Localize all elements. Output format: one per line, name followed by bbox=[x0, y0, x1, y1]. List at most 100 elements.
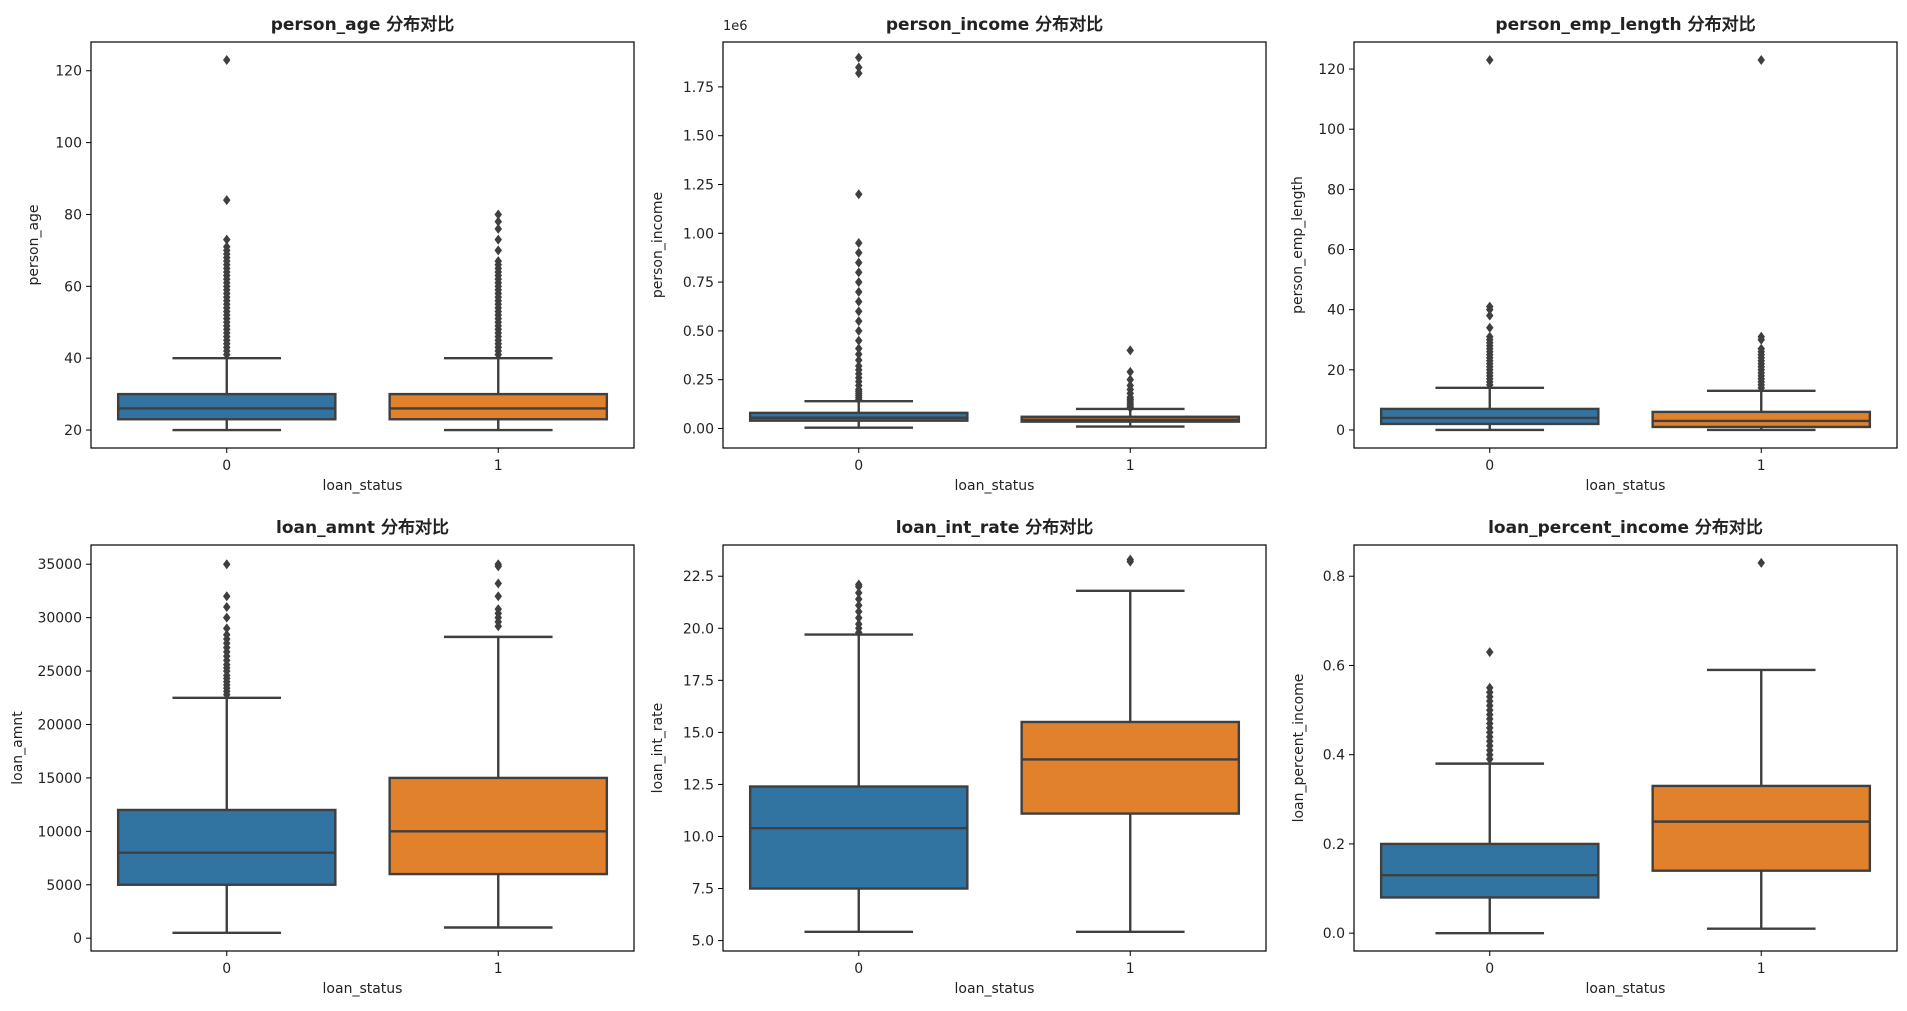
outlier-point bbox=[855, 355, 863, 366]
axes-frame bbox=[1353, 41, 1898, 449]
x-axis-label: loan_status bbox=[955, 478, 1035, 494]
box-iqr bbox=[116, 808, 337, 886]
outlier-point bbox=[1486, 322, 1494, 333]
subplot-person_income: person_income 分布对比 0.00 0.25 0.50 0.75 1.00 1.… bbox=[650, 14, 1267, 494]
y-tick-label: 0.4 bbox=[1323, 748, 1345, 764]
outlier-point bbox=[1126, 345, 1134, 356]
y-tick-label: 100 bbox=[55, 136, 82, 152]
box-iqr bbox=[1020, 720, 1241, 815]
outlier-point bbox=[223, 601, 231, 612]
y-tick-label: 40 bbox=[1327, 303, 1345, 319]
y-tick-label: 120 bbox=[1318, 62, 1345, 78]
outlier-point bbox=[1757, 557, 1765, 568]
y-axis-label: person_income bbox=[650, 192, 666, 298]
x-tick-label: 1 bbox=[494, 961, 503, 977]
x-tick-label: 0 bbox=[222, 458, 231, 474]
outlier-point bbox=[855, 277, 863, 288]
y-tick-label: 0 bbox=[1336, 423, 1345, 439]
subplot-loan_percent_income: loan_percent_income 分布对比 0.0 0.2 0.4 0.6 0.8 0… bbox=[1291, 517, 1898, 997]
outlier-point bbox=[855, 606, 863, 617]
box-iqr bbox=[1379, 842, 1600, 899]
y-tick-label: 17.5 bbox=[683, 673, 714, 689]
y-tick-label: 20.0 bbox=[683, 621, 714, 637]
outlier-point bbox=[1486, 682, 1494, 693]
box-status-1 bbox=[1020, 554, 1241, 934]
outlier-point bbox=[494, 604, 502, 615]
outlier-point bbox=[1126, 366, 1134, 377]
outlier-point bbox=[855, 68, 863, 79]
box-status-0 bbox=[1379, 55, 1600, 432]
x-axis-label: loan_status bbox=[323, 981, 403, 997]
outlier-point bbox=[1126, 374, 1134, 385]
chart-title: loan_percent_income 分布对比 bbox=[1488, 517, 1763, 538]
y-tick-label: 0.2 bbox=[1323, 837, 1345, 853]
x-axis-label: loan_status bbox=[323, 478, 403, 494]
box-status-1 bbox=[1651, 55, 1872, 432]
box-iqr bbox=[1651, 410, 1872, 429]
box-iqr bbox=[1379, 407, 1600, 426]
outlier-point bbox=[1757, 343, 1765, 354]
x-tick-label: 1 bbox=[1757, 961, 1766, 977]
y-tick-label: 1.50 bbox=[683, 129, 714, 145]
x-axis-label: loan_status bbox=[1586, 981, 1666, 997]
outlier-point bbox=[855, 600, 863, 611]
outlier-point bbox=[494, 591, 502, 602]
outlier-point bbox=[494, 234, 502, 245]
outlier-point bbox=[1757, 55, 1765, 66]
outlier-point bbox=[855, 579, 863, 590]
outlier-point bbox=[223, 623, 231, 634]
y-tick-label: 12.5 bbox=[683, 777, 714, 793]
y-tick-label: 22.5 bbox=[683, 569, 714, 585]
chart-title: person_emp_length 分布对比 bbox=[1495, 14, 1755, 35]
y-tick-label: 0.8 bbox=[1323, 569, 1345, 585]
outlier-point bbox=[855, 361, 863, 372]
outlier-point bbox=[855, 52, 863, 63]
outlier-point bbox=[1486, 331, 1494, 342]
outlier-point bbox=[1757, 331, 1765, 342]
box-iqr bbox=[1651, 784, 1872, 872]
axes-frame bbox=[90, 41, 635, 449]
box-status-0 bbox=[748, 579, 969, 934]
outlier-point bbox=[855, 612, 863, 623]
outlier-point bbox=[494, 216, 502, 227]
box-status-0 bbox=[748, 52, 969, 429]
outlier-point bbox=[855, 587, 863, 598]
y-tick-label: 35000 bbox=[37, 557, 82, 573]
x-tick-label: 0 bbox=[854, 961, 863, 977]
y-axis-label: loan_int_rate bbox=[650, 703, 666, 794]
outlier-point bbox=[855, 247, 863, 258]
y-axis-label: person_age bbox=[26, 204, 42, 285]
x-tick-label: 0 bbox=[854, 458, 863, 474]
outlier-point bbox=[855, 296, 863, 307]
outlier-point bbox=[223, 591, 231, 602]
y-tick-label: 80 bbox=[1327, 182, 1345, 198]
outlier-point bbox=[223, 195, 231, 206]
outlier-point bbox=[1486, 647, 1494, 658]
axes-frame bbox=[1353, 544, 1898, 952]
outlier-point bbox=[223, 241, 231, 252]
outlier-point bbox=[223, 612, 231, 623]
outlier-point bbox=[223, 629, 231, 640]
outlier-point bbox=[494, 223, 502, 234]
x-tick-label: 0 bbox=[222, 961, 231, 977]
x-axis-label: loan_status bbox=[1586, 478, 1666, 494]
y-tick-label: 15000 bbox=[37, 771, 82, 787]
x-tick-label: 1 bbox=[1757, 458, 1766, 474]
axis-offset-label: 1e6 bbox=[723, 19, 748, 34]
outlier-point bbox=[494, 209, 502, 220]
y-tick-label: 60 bbox=[64, 279, 82, 295]
axes-frame bbox=[722, 544, 1267, 952]
x-axis-label: loan_status bbox=[955, 981, 1035, 997]
outlier-point bbox=[1486, 301, 1494, 312]
outlier-point bbox=[855, 267, 863, 278]
x-tick-label: 1 bbox=[1126, 961, 1135, 977]
outlier-point bbox=[855, 594, 863, 605]
y-tick-label: 0.00 bbox=[683, 421, 714, 437]
outlier-point bbox=[494, 559, 502, 570]
y-tick-label: 100 bbox=[1318, 122, 1345, 138]
y-tick-label: 0.6 bbox=[1323, 658, 1345, 674]
outlier-point bbox=[494, 578, 502, 589]
outlier-point bbox=[855, 189, 863, 200]
outlier-point bbox=[223, 54, 231, 65]
